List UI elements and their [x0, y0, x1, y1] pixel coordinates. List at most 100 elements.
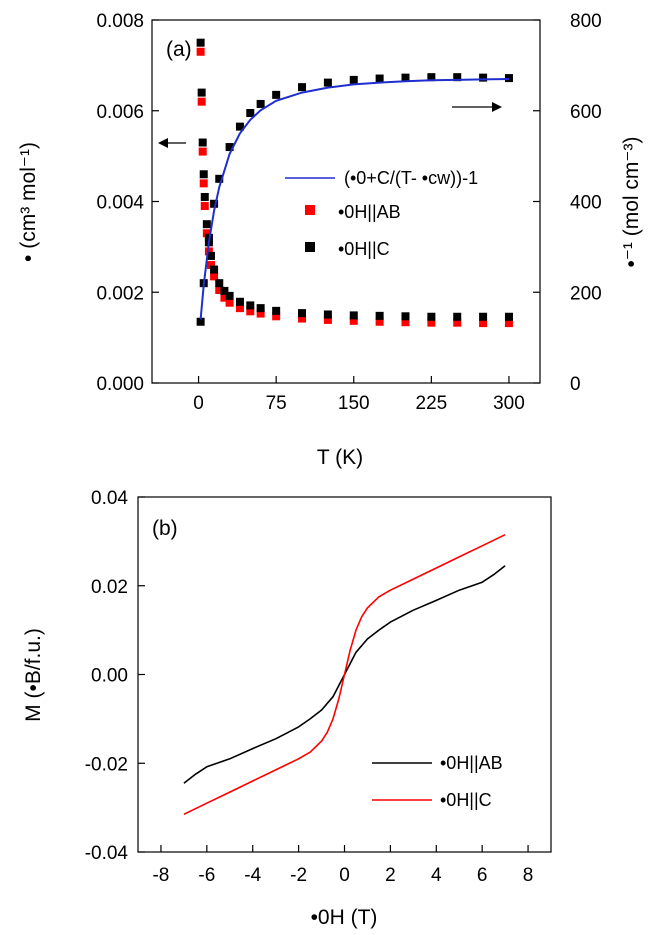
panel-a-y-tick-label-right: 400 — [570, 193, 602, 214]
panel-a-x-tick-label: 225 — [416, 393, 448, 414]
panel-a-y-label-right: •⁻¹ (mol cm⁻³) — [620, 137, 643, 268]
data-point — [196, 317, 205, 326]
legend-b-ab-label: •0H||AB — [440, 753, 503, 773]
panel-a-legend: (•0+C/(T- •cw))-1 •0H||AB •0H||C — [285, 168, 478, 259]
data-point — [427, 318, 436, 327]
panel-b-y-tick-label: 0.02 — [91, 577, 128, 598]
data-point — [215, 279, 224, 288]
data-point — [272, 306, 281, 315]
panel-a-fit-line — [199, 78, 510, 320]
panel-a-y-tick-label-left: 0.004 — [96, 193, 144, 214]
panel-a-series--h-c — [196, 38, 513, 321]
data-point — [375, 317, 384, 326]
legend-ab-label: •0H||AB — [338, 202, 401, 222]
panel-b-x-tick-label: -8 — [152, 865, 169, 886]
panel-b-x-ticks: -8 -6 -4 -2 0 2 4 6 8 — [152, 845, 533, 886]
panel-a-y-ticks-right: 0 200 400 600 800 — [533, 11, 602, 395]
panel-a-y-tick-label-left: 0.002 — [96, 283, 144, 304]
panel-a-x-tick-label: 300 — [493, 393, 525, 414]
panel-a: (a) 0 75 150 225 300 0.0000.0020.0040.0060.0… — [17, 11, 643, 469]
data-point — [272, 90, 281, 99]
data-point — [298, 309, 307, 318]
legend-c-marker — [305, 242, 315, 252]
panel-a-y-tick-label-right: 600 — [570, 102, 602, 123]
data-point — [349, 316, 358, 325]
data-point — [199, 170, 208, 179]
data-point — [225, 143, 234, 152]
panel-a-y-label-left: • (cm³ mol⁻¹) — [17, 142, 40, 262]
right-axis-arrow — [452, 102, 502, 112]
panel-a-x-tick-label: 150 — [338, 393, 370, 414]
panel-a-x-tick-label: 0 — [193, 393, 204, 414]
data-point — [206, 251, 215, 260]
panel-b-x-tick-label: 6 — [477, 865, 488, 886]
data-point — [210, 265, 219, 274]
data-point — [479, 73, 488, 82]
panel-b-y-label: M (•B/f.u.) — [22, 628, 45, 722]
panel-a-series — [196, 38, 513, 328]
data-point — [298, 314, 307, 323]
data-point — [196, 47, 205, 56]
data-point — [215, 285, 224, 294]
panel-b-y-ticks: -0.04 -0.02 0.00 0.02 0.04 — [85, 488, 145, 864]
panel-b-x-tick-label: 0 — [339, 865, 350, 886]
data-point — [479, 312, 488, 321]
panel-b-y-tick-label: -0.04 — [85, 843, 129, 864]
data-point — [225, 291, 234, 300]
data-point — [246, 307, 255, 316]
data-point — [401, 73, 410, 82]
data-point — [202, 220, 211, 229]
panel-b-x-tick-label: -6 — [198, 865, 215, 886]
data-point — [200, 202, 209, 211]
panel-a-y-tick-label-left: 0.000 — [96, 374, 144, 395]
data-point — [220, 293, 229, 302]
data-point — [206, 261, 215, 270]
data-point — [256, 99, 265, 108]
data-point — [401, 318, 410, 327]
data-point — [215, 174, 224, 183]
panel-b-y-tick-label: 0.00 — [91, 666, 128, 687]
data-point — [246, 109, 255, 118]
panel-b-series — [183, 533, 506, 816]
panel-a-y-tick-label-right: 0 — [570, 374, 581, 395]
data-point — [198, 147, 207, 156]
data-point — [427, 312, 436, 321]
data-point — [200, 192, 209, 201]
data-point — [375, 74, 384, 83]
panel-a-label: (a) — [166, 38, 192, 61]
data-point — [197, 97, 206, 106]
data-point — [323, 315, 332, 324]
data-point — [453, 318, 462, 327]
panel-a-series--h-c-inverse- — [196, 73, 513, 326]
data-point — [210, 272, 219, 281]
panel-b-x-tick-label: -2 — [290, 865, 307, 886]
panel-a-x-ticks: 0 75 150 225 300 — [193, 376, 525, 414]
data-point — [298, 83, 307, 92]
data-point — [197, 88, 206, 97]
data-point — [479, 319, 488, 328]
legend-fit-label: (•0+C/(T- •cw))-1 — [344, 168, 478, 188]
data-point — [235, 297, 244, 306]
panel-b-legend: •0H||AB •0H||C — [372, 753, 503, 810]
data-point — [453, 73, 462, 82]
panel-a-y-tick-label-left: 0.006 — [96, 102, 144, 123]
data-point — [427, 73, 436, 82]
legend-c-label: •0H||C — [338, 239, 390, 259]
panel-b-y-tick-label: 0.04 — [91, 488, 128, 509]
data-point — [220, 286, 229, 295]
panel-b-x-tick-label: 8 — [523, 865, 534, 886]
panel-a-x-tick-label: 75 — [266, 393, 287, 414]
panel-a-x-label: T (K) — [317, 446, 363, 469]
panel-a-series--h-ab — [196, 47, 513, 328]
data-point — [323, 310, 332, 319]
data-point — [246, 301, 255, 310]
data-point — [225, 298, 234, 307]
panel-a-y-tick-label-right: 800 — [570, 11, 602, 32]
data-point — [235, 304, 244, 313]
data-point — [210, 199, 219, 208]
panel-b: (b) -8 -6 -4 -2 0 2 4 6 8 -0.04 -0.02 0.00 0.02 0.04… — [22, 488, 552, 929]
data-point — [204, 247, 213, 256]
panel-b-y-tick-label: -0.02 — [85, 754, 128, 775]
panel-b-x-label: •0H (T) — [311, 906, 378, 929]
